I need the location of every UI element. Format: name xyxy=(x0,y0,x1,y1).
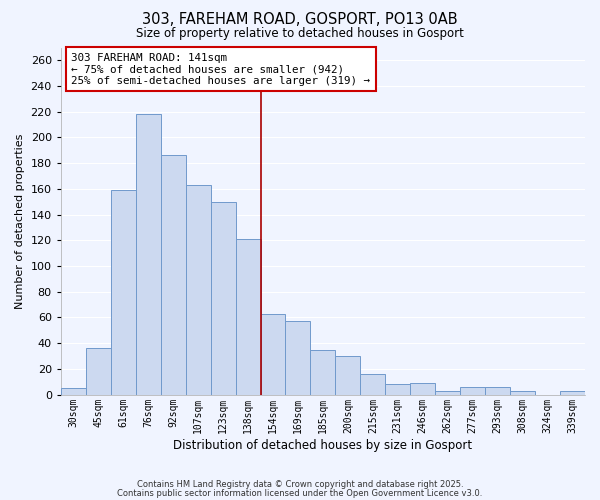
Bar xyxy=(560,390,585,394)
Text: Size of property relative to detached houses in Gosport: Size of property relative to detached ho… xyxy=(136,28,464,40)
Text: Contains public sector information licensed under the Open Government Licence v3: Contains public sector information licen… xyxy=(118,488,482,498)
Bar xyxy=(460,387,485,394)
Bar xyxy=(111,190,136,394)
Bar xyxy=(335,356,361,395)
Bar xyxy=(260,314,286,394)
Text: Contains HM Land Registry data © Crown copyright and database right 2025.: Contains HM Land Registry data © Crown c… xyxy=(137,480,463,489)
Bar xyxy=(361,374,385,394)
Bar xyxy=(286,322,310,394)
Bar xyxy=(86,348,111,395)
Bar xyxy=(510,390,535,394)
Bar xyxy=(310,350,335,395)
Bar xyxy=(136,114,161,394)
Bar xyxy=(61,388,86,394)
Bar xyxy=(236,239,260,394)
Text: 303 FAREHAM ROAD: 141sqm
← 75% of detached houses are smaller (942)
25% of semi-: 303 FAREHAM ROAD: 141sqm ← 75% of detach… xyxy=(71,52,370,86)
Bar xyxy=(211,202,236,394)
Y-axis label: Number of detached properties: Number of detached properties xyxy=(15,134,25,308)
Bar xyxy=(185,185,211,394)
Bar xyxy=(385,384,410,394)
Bar xyxy=(410,383,435,394)
X-axis label: Distribution of detached houses by size in Gosport: Distribution of detached houses by size … xyxy=(173,440,472,452)
Bar xyxy=(435,390,460,394)
Text: 303, FAREHAM ROAD, GOSPORT, PO13 0AB: 303, FAREHAM ROAD, GOSPORT, PO13 0AB xyxy=(142,12,458,28)
Bar xyxy=(161,156,185,394)
Bar xyxy=(485,387,510,394)
